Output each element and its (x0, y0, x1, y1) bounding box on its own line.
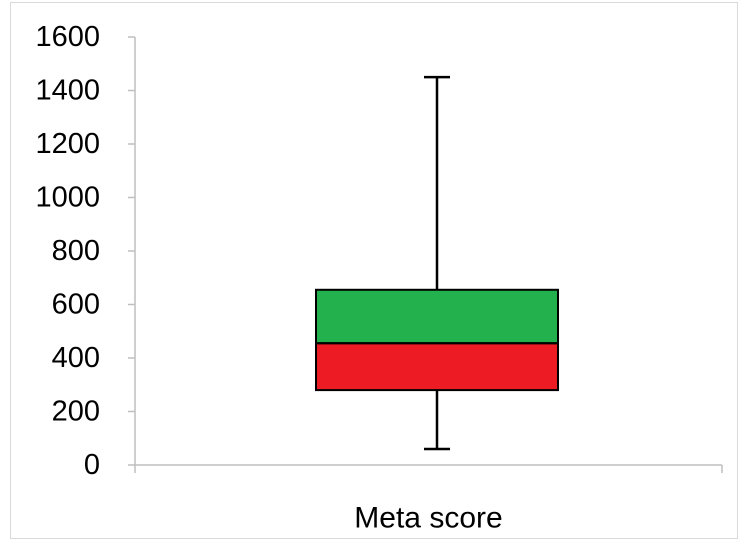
y-tick-label: 0 (84, 449, 100, 481)
x-category-label: Meta score (354, 502, 502, 535)
y-tick-label: 1400 (35, 75, 100, 107)
y-tick-label: 600 (52, 289, 100, 321)
y-tick-label: 400 (52, 342, 100, 374)
y-tick-label: 1600 (35, 21, 100, 53)
box-lower-quartile (315, 342, 559, 392)
y-tick-label: 1000 (35, 182, 100, 214)
y-tick-label: 200 (52, 396, 100, 428)
chart-frame (10, 2, 738, 539)
y-tick-label: 1200 (35, 128, 100, 160)
box-upper-quartile (315, 288, 559, 345)
y-tick-label: 800 (52, 235, 100, 267)
